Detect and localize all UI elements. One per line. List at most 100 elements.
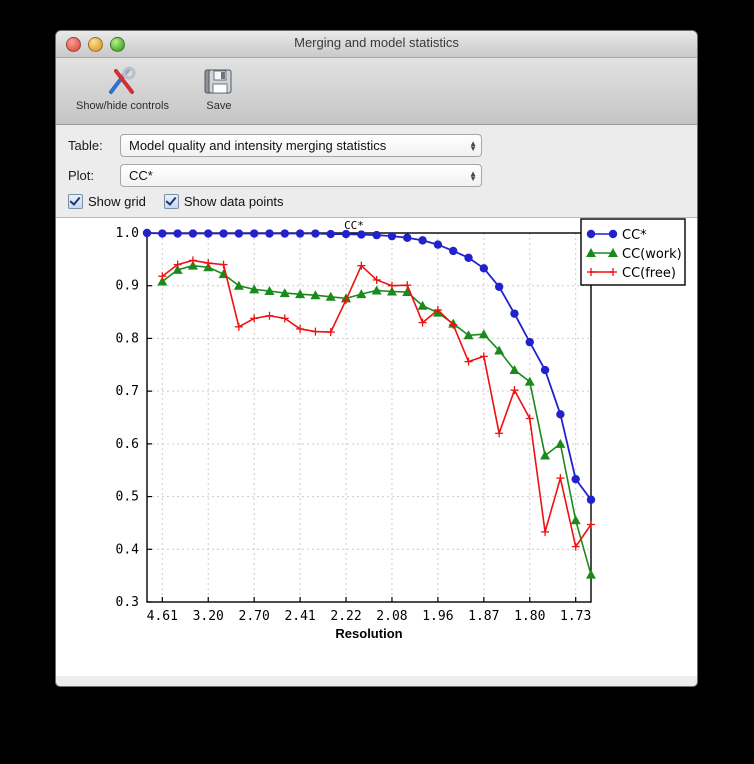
data-point[interactable] [310, 290, 321, 300]
show-data-points-checkbox[interactable]: Show data points [163, 194, 284, 209]
data-point[interactable] [342, 295, 351, 304]
data-point[interactable] [157, 276, 168, 286]
data-point[interactable] [540, 365, 550, 375]
data-point[interactable] [188, 256, 197, 265]
data-point[interactable] [295, 289, 306, 299]
data-point[interactable] [296, 324, 305, 333]
data-point[interactable] [264, 285, 275, 295]
save-button[interactable]: Save [185, 62, 253, 114]
data-point[interactable] [433, 305, 442, 314]
minimize-button[interactable] [88, 37, 103, 52]
data-point[interactable] [541, 527, 550, 536]
data-point[interactable] [158, 272, 167, 281]
data-point[interactable] [555, 438, 566, 448]
data-point[interactable] [587, 520, 595, 529]
data-point[interactable] [387, 231, 397, 241]
data-point[interactable] [556, 474, 565, 483]
data-point[interactable] [158, 229, 167, 238]
data-point[interactable] [387, 281, 396, 290]
tools-icon [104, 64, 140, 98]
data-point[interactable] [570, 515, 581, 525]
data-point[interactable] [479, 352, 488, 361]
data-point[interactable] [219, 260, 228, 269]
chart-svg[interactable]: 1.0 0.9 0.8 0.7 0.6 0.5 0.4 0.3 4.61 3.20 2.70 2.41… [56, 218, 697, 676]
checkbox-row: Show grid Show data points [68, 194, 685, 209]
show-grid-checkbox[interactable]: Show grid [68, 194, 146, 209]
series-line [161, 259, 592, 548]
data-point[interactable] [449, 320, 458, 329]
data-point[interactable] [403, 281, 412, 290]
data-point[interactable] [311, 229, 320, 238]
data-point[interactable] [188, 229, 198, 238]
data-point[interactable] [187, 260, 198, 270]
data-point[interactable] [204, 229, 213, 238]
data-point[interactable] [279, 288, 290, 298]
data-point[interactable] [540, 450, 551, 460]
data-point[interactable] [204, 259, 213, 268]
data-point[interactable] [265, 311, 274, 320]
data-point[interactable] [311, 327, 320, 336]
data-point[interactable] [386, 286, 397, 296]
data-point[interactable] [219, 229, 228, 238]
data-point[interactable] [280, 314, 289, 323]
data-point[interactable] [556, 410, 565, 419]
data-point[interactable] [510, 386, 519, 395]
data-point[interactable] [233, 280, 244, 290]
data-point[interactable] [265, 229, 274, 238]
data-point[interactable] [341, 229, 351, 239]
close-button[interactable] [66, 37, 81, 52]
data-point[interactable] [234, 229, 244, 238]
data-point[interactable] [509, 365, 520, 375]
data-point[interactable] [249, 284, 260, 294]
data-point[interactable] [372, 275, 381, 284]
data-point[interactable] [417, 300, 428, 310]
data-point[interactable] [525, 337, 534, 347]
checkbox-checked-icon [163, 194, 179, 209]
data-point[interactable] [403, 233, 412, 242]
data-point[interactable] [525, 414, 534, 423]
legend-box [580, 218, 686, 286]
data-point[interactable] [326, 328, 335, 337]
data-point[interactable] [524, 376, 535, 386]
x-tick-label: 1.87 [468, 609, 499, 624]
data-point[interactable] [463, 330, 474, 340]
data-point[interactable] [571, 542, 580, 551]
table-select[interactable]: Model quality and intensity merging stat… [120, 134, 482, 157]
data-point[interactable] [326, 229, 335, 239]
data-point[interactable] [494, 282, 504, 291]
data-point[interactable] [142, 228, 152, 238]
data-point[interactable] [464, 357, 473, 366]
data-point[interactable] [357, 230, 366, 239]
data-point[interactable] [494, 345, 505, 355]
data-point[interactable] [173, 229, 182, 238]
data-point[interactable] [249, 229, 259, 238]
data-point[interactable] [586, 569, 596, 579]
data-point[interactable] [356, 289, 367, 299]
data-point[interactable] [295, 229, 305, 238]
data-point[interactable] [478, 329, 489, 339]
data-point[interactable] [402, 287, 413, 297]
data-point[interactable] [571, 474, 580, 484]
data-point[interactable] [479, 264, 489, 273]
data-point[interactable] [418, 318, 427, 327]
data-point[interactable] [510, 309, 519, 318]
data-point[interactable] [372, 230, 381, 240]
data-point[interactable] [280, 229, 289, 238]
data-point[interactable] [172, 264, 183, 274]
data-point[interactable] [495, 429, 504, 438]
data-point[interactable] [464, 253, 473, 262]
data-point[interactable] [586, 495, 596, 504]
data-point[interactable] [357, 261, 366, 270]
y-tick-label: 0.4 [116, 542, 140, 557]
show-hide-controls-button[interactable]: Show/hide controls [70, 62, 175, 114]
data-point[interactable] [371, 285, 382, 295]
plot-select[interactable]: CC* ▲ ▼ [120, 164, 482, 187]
data-point[interactable] [325, 291, 336, 301]
data-point[interactable] [418, 236, 427, 245]
data-point[interactable] [449, 246, 458, 256]
zoom-button[interactable] [110, 37, 125, 52]
data-point[interactable] [173, 260, 182, 269]
data-point[interactable] [234, 322, 243, 331]
data-point[interactable] [433, 240, 443, 249]
data-point[interactable] [250, 314, 259, 323]
